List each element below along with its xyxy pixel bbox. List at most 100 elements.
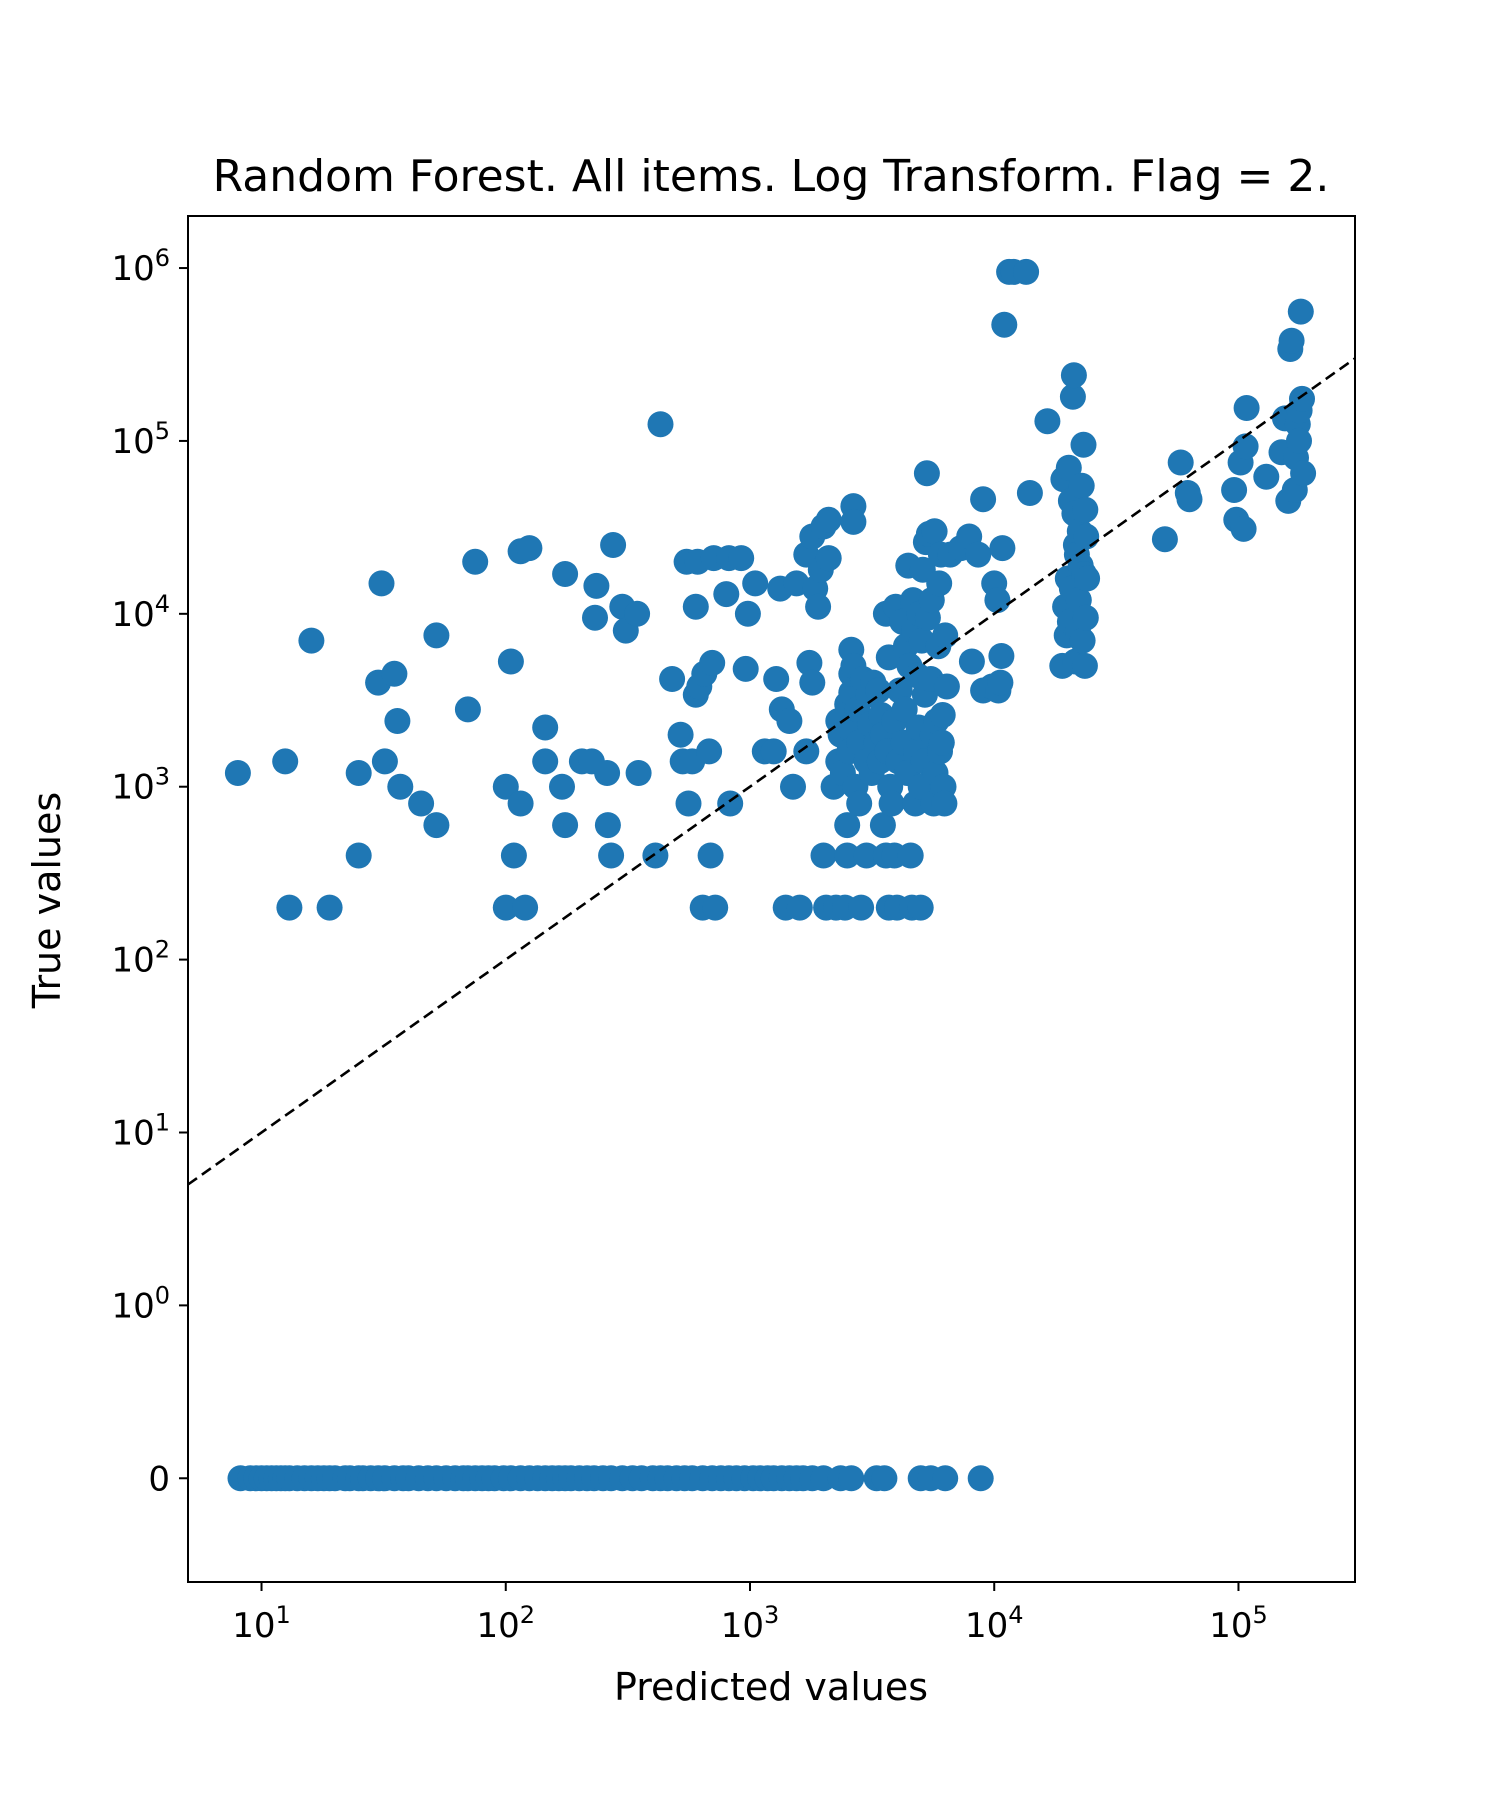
x-axis-title: Predicted values [614,1665,928,1709]
scatter-point [1278,327,1305,354]
scatter-point [1070,431,1097,458]
chart-title: Random Forest. All items. Log Transform.… [213,151,1330,202]
scatter-point [933,673,960,700]
scatter-point [298,627,325,654]
scatter-point [1055,454,1082,481]
scatter-point [1151,526,1178,553]
scatter-point [696,738,723,765]
scatter-point [1072,496,1099,523]
scatter-point [507,790,534,817]
scatter-point [1289,385,1315,412]
scatter-point [500,842,527,869]
scatter-point [600,532,627,558]
scatter-point [345,842,372,869]
scatter-point [345,760,372,786]
scatter-point [932,622,959,649]
scatter-point [224,760,251,786]
x-tick-label: 103 [721,1601,780,1646]
y-axis-ticks: 0 100 101 102 103 104 105 106 [111,244,188,1499]
scatter-point [1290,460,1317,487]
y-tick-label: 0 [148,1459,170,1499]
scatter-point [967,1465,994,1492]
y-axis-title: True values [25,792,69,1009]
scatter-point [272,748,299,775]
scatter-point [594,812,621,839]
scatter-point [583,572,610,599]
y-tick-label: 105 [111,417,170,462]
scatter-point [582,604,608,631]
scatter-point [853,842,880,869]
scatter-point [897,842,924,869]
scatter-point [1074,565,1101,592]
scatter-point [1073,523,1100,550]
scatter-point [368,570,395,597]
scatter-point [702,894,729,921]
scatter-point [1232,433,1259,460]
scatter-point [598,842,625,869]
scatter-point [462,548,489,575]
scatter-point [928,729,955,756]
scatter-point [647,411,674,438]
scatter-point [796,649,823,676]
scatter-point [384,708,411,734]
scatter-point [834,812,861,839]
scatter-point [1072,604,1099,631]
scatter-point [454,696,481,723]
scatter-point [423,812,450,839]
scatter-point [891,696,918,723]
scatter-point [913,460,940,487]
scatter-point [552,561,579,587]
scatter-point [516,535,543,562]
scatter-point [776,708,803,734]
scatter-point [1287,298,1314,325]
scatter-point [926,570,953,597]
scatter-point [1016,480,1043,506]
x-tick-label: 105 [1209,1601,1268,1646]
scatter-point [848,894,875,921]
scatter-point [865,677,892,704]
scatter-point [667,721,694,748]
scatter-point [838,1465,865,1492]
scatter-point [815,545,842,572]
scatter-point [717,790,744,817]
scatter-point [1013,258,1040,285]
scatter-point [532,714,559,741]
scatter-point [682,593,709,620]
scatter-point [742,570,769,597]
scatter-point [697,842,724,869]
scatter-point [497,648,524,675]
scatter-point [734,600,761,627]
scatter-point [810,842,837,869]
scatter-point [492,894,519,921]
scatter-point [1176,486,1203,513]
scatter-point [840,508,867,535]
scatter-point [1060,362,1087,389]
scatter-point [970,486,997,513]
scatter-point [492,773,519,800]
scatter-point [381,660,408,687]
scatter-point [815,506,842,533]
scatter-point [1071,652,1098,679]
scatter-point [786,894,813,921]
scatter-point [878,790,905,817]
scatter-point [1069,627,1096,654]
y-tick-label: 100 [111,1281,170,1326]
scatter-point [552,812,579,839]
x-tick-label: 104 [965,1601,1024,1646]
scatter-point [907,894,934,921]
scatter-point [793,738,820,765]
scatter-point [532,748,559,775]
scatter-point [625,760,652,786]
scatter-point [958,648,985,675]
scatter-point [984,587,1011,614]
scatter-point [931,790,958,817]
scatter-point [408,790,435,817]
y-tick-label: 101 [111,1108,170,1153]
scatter-point [594,760,621,786]
scatter-point [371,748,398,775]
scatter-point [965,541,992,568]
scatter-point [760,738,787,765]
scatter-point [1068,472,1095,499]
scatter-point [988,643,1015,669]
